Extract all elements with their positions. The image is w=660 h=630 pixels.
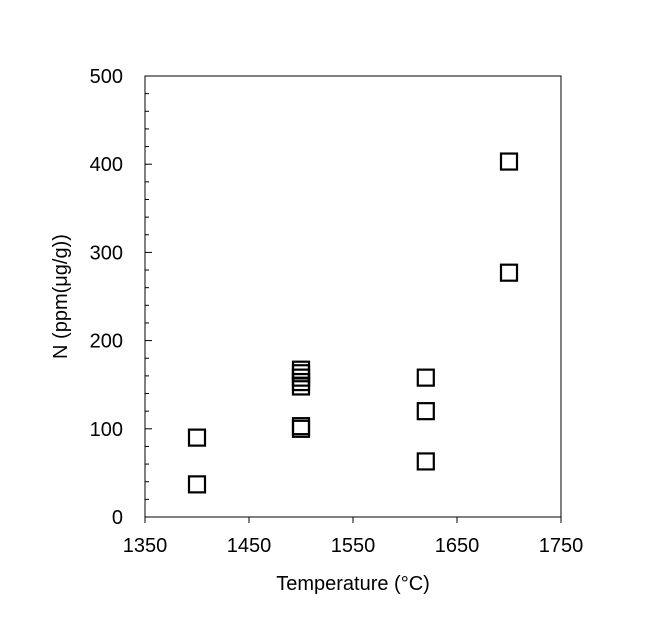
y-tick-label: 300 [90,242,123,264]
y-tick-label: 500 [90,66,123,88]
x-axis-title: Temperature (°C) [276,573,430,595]
y-tick-label: 400 [90,154,123,176]
x-tick-label: 1750 [539,535,584,557]
data-point-marker [416,452,435,471]
data-point-marker [291,417,311,436]
x-tick-label: 1550 [331,535,376,557]
y-tick-label: 100 [90,419,123,441]
x-axis-tick-labels: 1350 1450 1550 1650 1750 [123,535,584,557]
data-point-marker [416,368,435,387]
data-point-marker [187,475,207,494]
x-tick-label: 1350 [123,535,168,557]
data-point-marker [187,428,207,447]
y-axis-title: N (ppm(μg/g)) [50,234,72,359]
x-tick-label: 1650 [435,535,480,557]
data-point-marker [416,402,435,421]
data-points [187,152,519,494]
y-tick-label: 0 [112,507,123,529]
data-point-marker [291,360,311,379]
plot-area-frame [144,75,562,518]
data-point-marker [499,263,519,282]
y-axis-tick-labels: 0 100 200 300 400 500 [90,66,123,529]
data-point-marker [499,152,519,171]
y-tick-label: 200 [90,331,123,353]
x-tick-label: 1450 [227,535,272,557]
axis-ticks [144,75,562,523]
